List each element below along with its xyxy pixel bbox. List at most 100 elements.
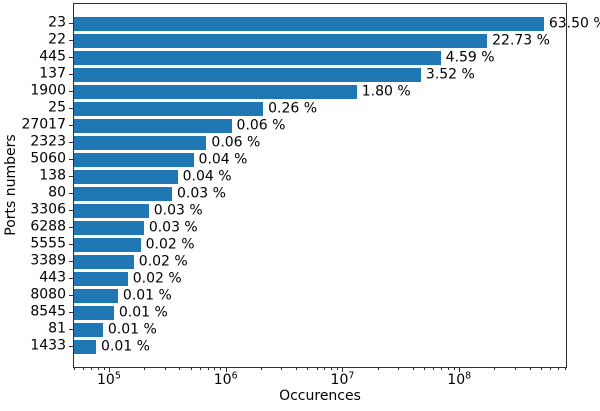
y-tick-label: 1433	[30, 337, 66, 354]
x-minor-tick-mark	[550, 368, 552, 370]
bar-value-label: 0.02 %	[145, 236, 195, 253]
x-tick-label: 107	[330, 370, 355, 388]
bar	[74, 238, 141, 253]
y-tick-label: 8545	[30, 303, 66, 320]
y-tick-mark	[69, 91, 73, 93]
y-tick-mark	[69, 295, 73, 297]
y-tick-mark	[69, 193, 73, 195]
x-tick-mark	[225, 368, 227, 372]
y-tick-mark	[69, 108, 73, 110]
y-tick-mark	[69, 261, 73, 263]
y-tick-mark	[69, 57, 73, 59]
y-tick-mark	[69, 176, 73, 178]
y-tick-label: 23	[48, 14, 66, 31]
x-minor-tick-mark	[214, 368, 216, 370]
y-tick-label: 25	[48, 99, 66, 116]
y-tick-mark	[69, 278, 73, 280]
x-minor-tick-mark	[540, 368, 542, 370]
x-minor-tick-mark	[424, 368, 426, 370]
bar-value-label: 0.01 %	[107, 321, 157, 338]
x-minor-tick-mark	[529, 368, 531, 370]
x-minor-tick-mark	[398, 368, 400, 370]
x-minor-tick-mark	[447, 368, 449, 370]
x-tick-label: 106	[213, 370, 238, 388]
y-tick-label: 443	[39, 269, 66, 286]
y-tick-label: 137	[39, 65, 66, 82]
x-minor-tick-mark	[337, 368, 339, 370]
bar	[74, 255, 134, 270]
bar	[74, 204, 149, 219]
x-minor-tick-mark	[83, 368, 85, 370]
bar-value-label: 4.59 %	[445, 49, 495, 66]
y-tick-label: 2323	[30, 133, 66, 150]
bar	[74, 34, 488, 49]
y-tick-mark	[69, 210, 73, 212]
bar-value-label: 0.02 %	[132, 270, 182, 287]
bar	[74, 340, 97, 355]
y-tick-mark	[69, 244, 73, 246]
x-minor-tick-mark	[220, 368, 222, 370]
bar-value-label: 1.80 %	[361, 83, 411, 100]
x-tick-label: 105	[97, 370, 121, 388]
x-minor-tick-mark	[412, 368, 414, 370]
y-tick-label: 445	[39, 48, 66, 65]
bar-value-label: 0.01 %	[122, 287, 172, 304]
y-tick-mark	[69, 346, 73, 348]
bar-value-label: 22.73 %	[492, 32, 550, 49]
bar-value-label: 63.50 %	[548, 15, 600, 32]
x-minor-tick-mark	[260, 368, 262, 370]
bar	[74, 323, 103, 338]
bar-value-label: 0.02 %	[138, 253, 188, 270]
x-minor-tick-mark	[144, 368, 146, 370]
x-tick-mark	[459, 368, 461, 372]
x-minor-tick-mark	[494, 368, 496, 370]
y-tick-mark	[69, 159, 73, 161]
y-tick-label: 5555	[30, 235, 66, 252]
bar	[74, 187, 172, 202]
bar-value-label: 0.26 %	[268, 100, 318, 117]
x-minor-tick-mark	[331, 368, 333, 370]
bar-value-label: 0.04 %	[198, 151, 248, 168]
x-minor-tick-mark	[97, 368, 99, 370]
y-tick-mark	[69, 74, 73, 76]
x-axis-title: Occurences	[279, 388, 361, 404]
y-tick-mark	[69, 227, 73, 229]
y-tick-mark	[69, 329, 73, 331]
bar	[74, 272, 128, 287]
bar-value-label: 0.03 %	[148, 219, 198, 236]
x-minor-tick-mark	[441, 368, 443, 370]
y-tick-label: 27017	[21, 116, 66, 133]
bar-value-label: 0.03 %	[153, 202, 203, 219]
x-minor-tick-mark	[557, 368, 559, 370]
x-minor-tick-mark	[281, 368, 283, 370]
y-tick-label: 1900	[30, 82, 66, 99]
plot-area: 63.50 %22.73 %4.59 %3.52 %1.80 %0.26 %0.…	[73, 3, 600, 368]
y-tick-label: 81	[48, 320, 66, 337]
bar-value-label: 0.03 %	[177, 185, 226, 202]
x-minor-tick-mark	[324, 368, 326, 370]
y-tick-mark	[69, 40, 73, 42]
x-minor-tick-mark	[564, 368, 566, 370]
bar	[74, 170, 178, 185]
y-tick-label: 6288	[30, 218, 66, 235]
x-minor-tick-mark	[73, 368, 75, 370]
x-minor-tick-mark	[453, 368, 455, 370]
bar-value-label: 0.06 %	[236, 117, 286, 134]
x-minor-tick-mark	[514, 368, 516, 370]
x-tick-mark	[342, 368, 344, 372]
x-minor-tick-mark	[296, 368, 297, 370]
x-minor-tick-mark	[179, 368, 181, 370]
x-tick-mark	[108, 368, 110, 372]
x-minor-tick-mark	[207, 368, 209, 370]
y-tick-label: 80	[48, 184, 66, 201]
bar	[74, 68, 421, 83]
bar	[74, 221, 144, 236]
y-tick-label: 22	[48, 31, 66, 48]
x-minor-tick-mark	[307, 368, 309, 370]
y-tick-label: 5060	[30, 150, 66, 167]
bar	[74, 153, 194, 168]
bar-value-label: 3.52 %	[425, 66, 475, 83]
x-tick-label: 108	[447, 370, 472, 388]
x-minor-tick-mark	[377, 368, 379, 370]
bar	[74, 119, 232, 134]
